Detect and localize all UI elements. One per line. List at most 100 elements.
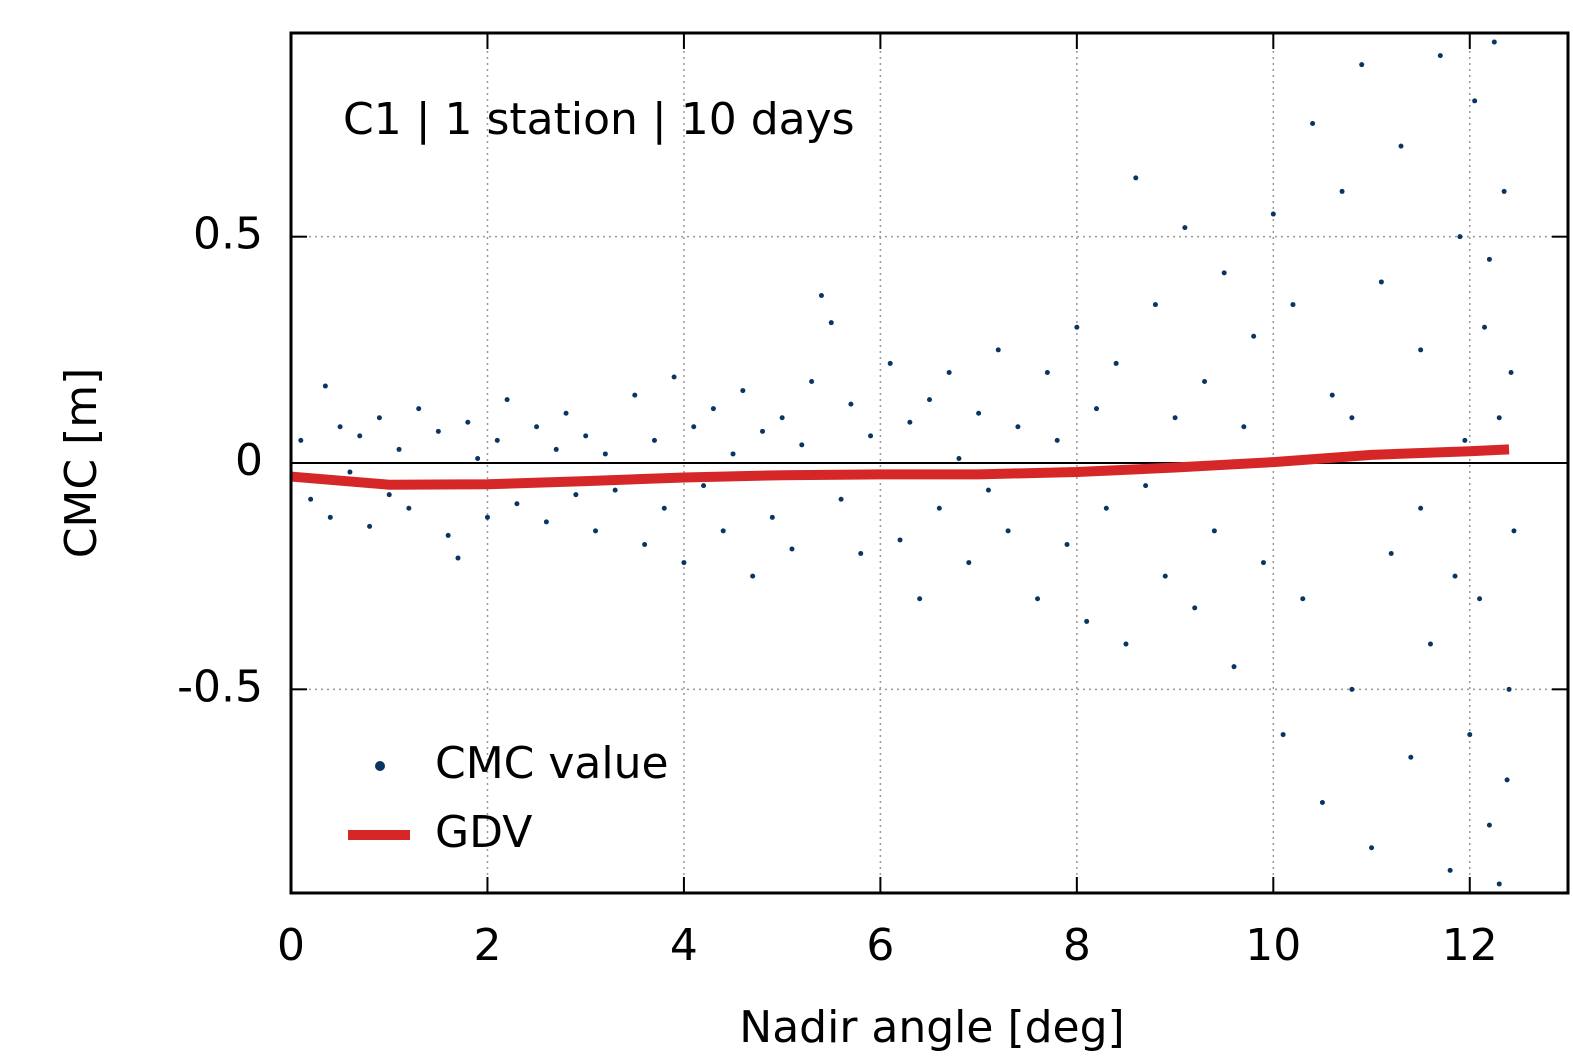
data-point bbox=[1241, 424, 1247, 430]
data-point bbox=[985, 487, 991, 493]
data-point bbox=[1054, 437, 1060, 443]
data-point bbox=[917, 596, 923, 602]
data-point bbox=[907, 419, 913, 425]
data-point bbox=[1349, 415, 1355, 421]
data-point bbox=[1143, 483, 1149, 489]
data-point bbox=[1486, 822, 1492, 828]
data-point bbox=[612, 487, 618, 493]
data-point bbox=[995, 347, 1001, 353]
x-tick-label: 12 bbox=[1442, 920, 1498, 971]
data-point bbox=[1491, 39, 1497, 45]
data-point bbox=[1172, 415, 1178, 421]
data-point bbox=[838, 496, 844, 502]
data-point bbox=[730, 451, 736, 457]
data-point bbox=[298, 437, 304, 443]
data-point bbox=[632, 392, 638, 398]
data-point bbox=[661, 505, 667, 511]
data-point bbox=[1398, 143, 1404, 149]
data-point bbox=[563, 410, 569, 416]
data-point bbox=[435, 428, 441, 434]
data-point bbox=[1388, 551, 1394, 557]
data-point bbox=[1378, 279, 1384, 285]
data-point bbox=[1369, 845, 1375, 851]
data-point bbox=[750, 573, 756, 579]
data-point bbox=[1477, 596, 1483, 602]
data-point bbox=[720, 528, 726, 534]
annotation: C1 | 1 station | 10 days bbox=[343, 94, 855, 145]
data-point bbox=[1511, 528, 1517, 534]
data-point bbox=[1504, 777, 1510, 783]
data-point bbox=[1152, 302, 1158, 308]
data-point bbox=[1408, 754, 1414, 760]
data-point bbox=[416, 406, 422, 412]
data-point bbox=[484, 514, 490, 520]
data-point bbox=[583, 433, 589, 439]
data-point bbox=[1093, 406, 1099, 412]
data-point bbox=[868, 433, 874, 439]
legend-label: GDV bbox=[435, 807, 532, 858]
data-point bbox=[1251, 333, 1257, 339]
data-point bbox=[779, 415, 785, 421]
x-tick-label: 0 bbox=[277, 920, 305, 971]
x-tick-label: 8 bbox=[1063, 920, 1091, 971]
data-point bbox=[308, 496, 314, 502]
data-point bbox=[347, 469, 353, 475]
data-point bbox=[1182, 225, 1188, 231]
y-axis-label: CMC [m] bbox=[56, 368, 107, 559]
data-point bbox=[1496, 415, 1502, 421]
data-point bbox=[740, 388, 746, 394]
data-point bbox=[671, 374, 677, 380]
data-point bbox=[809, 379, 815, 385]
data-point bbox=[1472, 98, 1478, 104]
gdv-line bbox=[290, 444, 1510, 490]
data-point bbox=[1427, 641, 1433, 647]
x-axis-label: Nadir angle [deg] bbox=[739, 1002, 1124, 1053]
data-point bbox=[455, 555, 461, 561]
x-tick-label: 10 bbox=[1245, 920, 1301, 971]
data-point bbox=[1270, 211, 1276, 217]
data-point bbox=[1260, 560, 1266, 566]
data-point bbox=[1329, 392, 1335, 398]
data-point bbox=[1231, 664, 1237, 670]
data-point bbox=[602, 451, 608, 457]
data-point bbox=[504, 397, 510, 403]
data-point bbox=[1192, 605, 1198, 611]
data-point bbox=[367, 523, 373, 529]
data-point bbox=[534, 424, 540, 430]
data-point bbox=[337, 424, 343, 430]
data-point bbox=[1319, 799, 1325, 805]
data-point bbox=[691, 424, 697, 430]
data-point bbox=[828, 320, 834, 326]
data-point bbox=[701, 483, 707, 489]
data-point bbox=[1113, 360, 1119, 366]
data-point bbox=[651, 437, 657, 443]
data-point bbox=[396, 446, 402, 452]
data-point bbox=[1221, 270, 1227, 276]
data-point bbox=[1310, 121, 1316, 127]
data-point bbox=[1508, 369, 1514, 375]
data-point bbox=[322, 383, 328, 389]
data-point bbox=[848, 401, 854, 407]
x-tick-label: 2 bbox=[473, 920, 501, 971]
data-point bbox=[376, 415, 382, 421]
data-point bbox=[1437, 53, 1443, 59]
data-point bbox=[966, 560, 972, 566]
data-point bbox=[593, 528, 599, 534]
data-point bbox=[927, 397, 932, 403]
data-point bbox=[1418, 347, 1424, 353]
data-point bbox=[553, 446, 559, 452]
data-point bbox=[1418, 505, 1424, 511]
data-point bbox=[1162, 573, 1168, 579]
data-point bbox=[1462, 437, 1468, 443]
data-point bbox=[1044, 369, 1050, 375]
data-point bbox=[1447, 867, 1453, 873]
data-point bbox=[1501, 188, 1507, 194]
data-point bbox=[936, 505, 942, 511]
data-point bbox=[406, 505, 412, 511]
y-tick-label: 0 bbox=[235, 435, 263, 486]
data-point bbox=[1005, 528, 1011, 534]
data-point bbox=[1300, 596, 1306, 602]
data-point bbox=[769, 514, 775, 520]
data-point bbox=[1015, 424, 1021, 430]
